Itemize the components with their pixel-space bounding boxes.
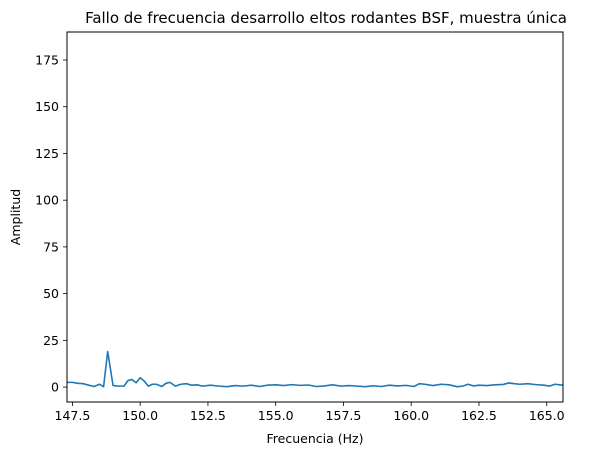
x-tick-label: 157.5	[326, 408, 362, 423]
series-layer	[67, 350, 564, 388]
x-tick-label: 150.0	[122, 408, 158, 423]
x-axis-label: Frecuencia (Hz)	[267, 431, 364, 446]
y-tick-label: 150	[35, 99, 59, 114]
y-tick-label: 100	[35, 193, 59, 208]
chart-title: Fallo de frecuencia desarrollo eltos rod…	[85, 9, 567, 27]
x-tick-label: 162.5	[461, 408, 497, 423]
y-axis: 0 25 50 75 100 125 150 175	[35, 53, 67, 395]
x-tick-label: 147.5	[55, 408, 91, 423]
y-axis-label: Amplitud	[8, 189, 23, 245]
y-tick-label: 25	[43, 333, 59, 348]
series-line-0	[67, 350, 564, 388]
y-tick-label: 125	[35, 146, 59, 161]
y-tick-label: 75	[43, 239, 59, 254]
x-tick-label: 165.0	[529, 408, 565, 423]
x-tick-label: 160.0	[393, 408, 429, 423]
plot-frame	[66, 31, 564, 403]
plot-area	[66, 31, 564, 403]
x-axis: 147.5 150.0 152.5 155.0 157.5 160.0 162.5 165.0	[55, 402, 565, 423]
y-tick-label: 0	[51, 380, 59, 395]
x-tick-label: 155.0	[258, 408, 294, 423]
x-tick-label: 152.5	[190, 408, 226, 423]
y-tick-label: 50	[43, 286, 59, 301]
y-tick-label: 175	[35, 53, 59, 68]
